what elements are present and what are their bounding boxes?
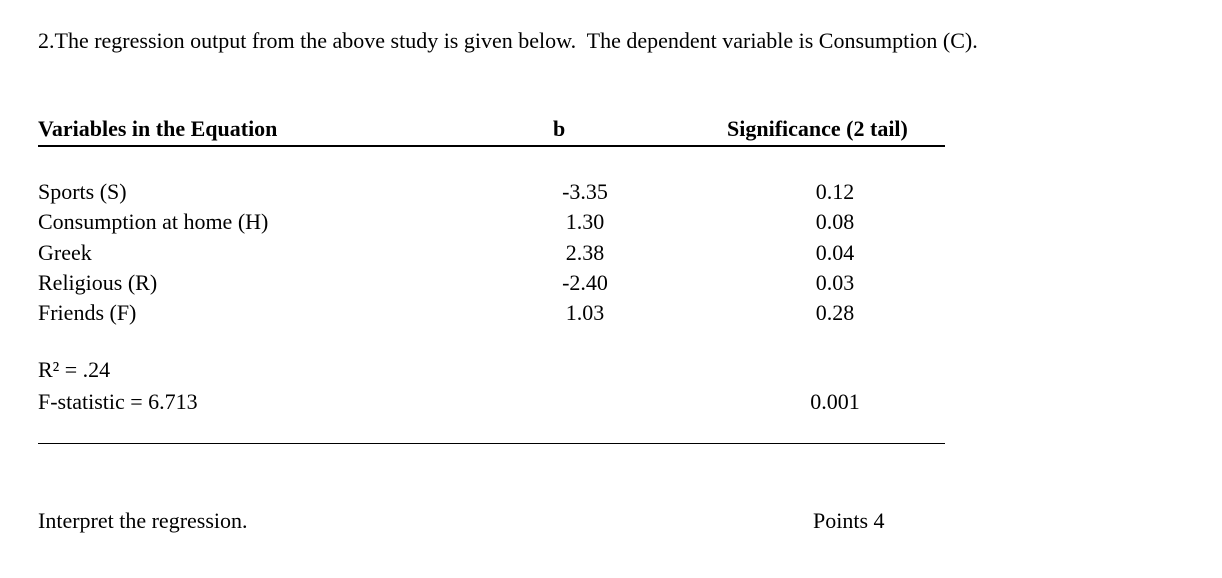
f-significance-value: 0.001	[810, 389, 860, 414]
row-significance-value: 0.08	[815, 209, 855, 234]
row-variable: Friends (F)	[38, 300, 137, 325]
row-variable: Greek	[38, 240, 92, 265]
table-header-b: b	[553, 116, 566, 141]
row-variable: Sports (S)	[38, 179, 127, 204]
question-text: 2.The regression output from the above s…	[38, 28, 978, 53]
f-statistic-text: F-statistic = 6.713	[38, 389, 198, 414]
row-significance-value: 0.12	[815, 179, 855, 204]
row-significance-value: 0.04	[815, 240, 855, 265]
row-b-value: 1.03	[565, 300, 605, 325]
r-squared-text: R² = .24	[38, 357, 111, 382]
row-b-value: 1.30	[565, 209, 605, 234]
table-header-variables: Variables in the Equation	[38, 116, 278, 141]
row-variable: Religious (R)	[38, 270, 158, 295]
table-header-significance: Significance (2 tail)	[727, 116, 908, 141]
points-label: Points 4	[813, 508, 885, 533]
interpret-instruction: Interpret the regression.	[38, 508, 248, 533]
row-variable: Consumption at home (H)	[38, 209, 269, 234]
row-b-value: 2.38	[565, 240, 605, 265]
row-b-value: -2.40	[562, 270, 608, 295]
separator-line	[38, 443, 945, 444]
row-significance-value: 0.28	[815, 300, 855, 325]
header-underline	[38, 145, 945, 147]
row-b-value: -3.35	[562, 179, 608, 204]
row-significance-value: 0.03	[815, 270, 855, 295]
